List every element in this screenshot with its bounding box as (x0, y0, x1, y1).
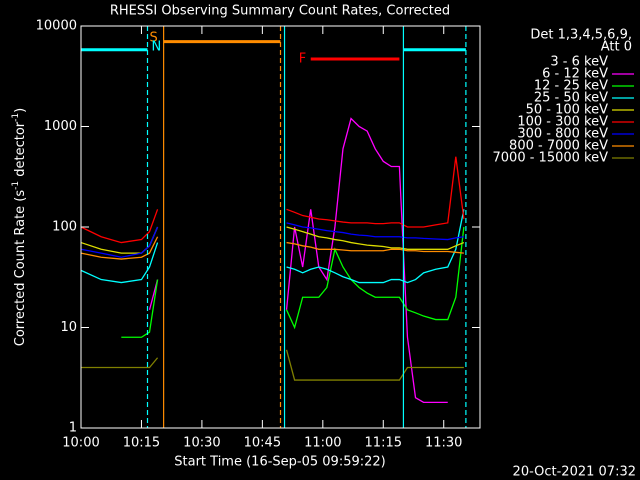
x-tick-label: 11:00 (304, 436, 341, 451)
series-line (80, 236, 464, 260)
y-axis-label: Corrected Count Rate (s-1 detector-1) (11, 108, 28, 346)
series-line (80, 209, 465, 284)
legend-label: 100 - 300 keV (517, 115, 608, 130)
footer-date: 20-Oct-2021 07:32 (513, 465, 636, 480)
legend-label: 50 - 100 keV (526, 103, 609, 118)
y-tick-label: 1 (69, 421, 77, 436)
status-label: F (299, 51, 306, 66)
x-tick-label: 11:30 (425, 436, 462, 451)
legend-label: 6 - 12 keV (542, 67, 608, 82)
legend-header: Att 0 (601, 40, 632, 55)
series-line (80, 156, 465, 244)
x-tick-label: 10:00 (62, 436, 99, 451)
series-line (121, 226, 465, 338)
legend-label: 300 - 800 keV (517, 127, 608, 142)
x-tick-label: 11:15 (365, 436, 402, 451)
legend-label: 7000 - 15000 keV (493, 151, 609, 166)
status-label: N (152, 40, 162, 55)
y-axis-label-part: ) (13, 108, 28, 113)
chart-title: RHESSI Observing Summary Count Rates, Co… (110, 4, 450, 19)
status-label: S (150, 31, 158, 46)
series-line (148, 151, 409, 411)
legend-label: 800 - 7000 keV (509, 139, 608, 154)
y-tick-label: 1000 (44, 119, 77, 134)
y-axis-label-part: -1 (11, 113, 21, 122)
y-axis-label-part: Corrected Count Rate (s (13, 190, 28, 347)
y-tick-label: 10000 (36, 19, 77, 34)
y-axis-label-part: detector (13, 121, 28, 181)
legend-header: Det 1,3,4,5,6,9, (530, 28, 632, 43)
legend-label: 25 - 50 keV (534, 91, 608, 106)
legend-label: 3 - 6 keV (550, 55, 608, 70)
series-line (81, 349, 464, 381)
x-tick-label: 10:45 (244, 436, 281, 451)
series-line (80, 222, 464, 258)
x-tick-label: 10:15 (123, 436, 160, 451)
x-axis-label: Start Time (16-Sep-05 09:59:22) (174, 455, 385, 470)
y-axis-label-part: -1 (11, 181, 21, 190)
y-tick-label: 10 (60, 320, 77, 335)
x-tick-label: 10:30 (183, 436, 220, 451)
legend-label: 12 - 25 keV (534, 79, 608, 94)
y-tick-label: 100 (52, 220, 77, 235)
